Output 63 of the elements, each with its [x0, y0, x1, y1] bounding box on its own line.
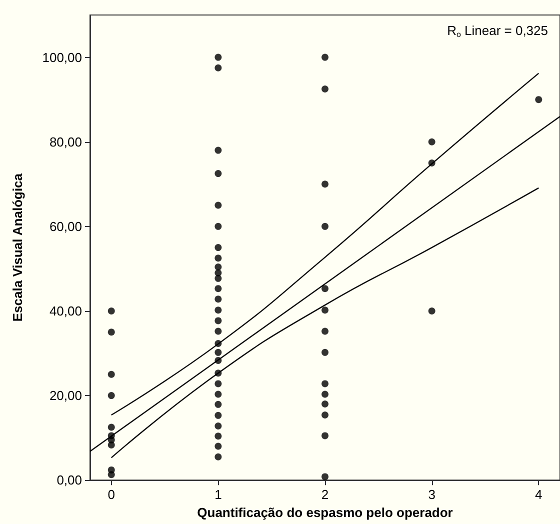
point: [322, 432, 328, 440]
point: [108, 392, 115, 400]
x-tick-label: 0: [108, 487, 115, 502]
line-series: [110, 72, 540, 416]
point: [322, 328, 328, 335]
point: [214, 432, 222, 440]
point: [214, 64, 222, 72]
x-tick-label: 2: [321, 487, 329, 502]
y-tick-label: 0,00: [56, 472, 82, 488]
point: [214, 422, 222, 430]
point: [428, 138, 436, 146]
point: [214, 306, 222, 314]
point: [214, 264, 222, 270]
point: [214, 170, 222, 178]
point: [214, 390, 222, 398]
point: [214, 222, 222, 230]
point: [108, 442, 115, 449]
point: [322, 400, 328, 408]
point: [214, 146, 222, 154]
y-tick-label: 80,00: [49, 134, 82, 150]
point: [214, 380, 222, 388]
point: [214, 254, 222, 262]
point: [322, 222, 328, 230]
point: [108, 307, 115, 314]
point: [214, 285, 222, 292]
x-tick-label: 1: [214, 487, 222, 502]
point: [214, 412, 222, 419]
point: [322, 85, 328, 92]
point: [214, 317, 222, 324]
point: [214, 244, 222, 252]
point: [214, 442, 222, 450]
y-tick-label: 40,00: [49, 303, 82, 318]
point: [322, 306, 328, 314]
y-tick-label: 20,00: [49, 388, 82, 404]
x-tick-label: 3: [428, 487, 436, 502]
point: [214, 328, 222, 335]
point: [214, 296, 222, 303]
point: [108, 370, 115, 378]
x-tick-label: 4: [535, 487, 542, 502]
y-axis-title: Escala Visual Analógica: [10, 172, 25, 322]
point: [214, 274, 222, 282]
point: [108, 328, 115, 336]
point: [108, 424, 115, 431]
y-tick-label: 60,00: [49, 218, 82, 234]
point: [322, 390, 328, 398]
point: [322, 54, 328, 61]
point: [428, 307, 436, 314]
line-series: [110, 187, 540, 458]
point: [322, 473, 328, 480]
point: [214, 400, 222, 408]
point: [322, 380, 328, 388]
point: [322, 348, 328, 356]
y-tick-label: 100,00: [42, 50, 82, 65]
point: [214, 348, 222, 356]
point: [322, 411, 328, 418]
point: [214, 54, 222, 61]
point: [322, 180, 328, 188]
point: [322, 285, 328, 292]
x-axis-title: Quantificação do espasmo pelo operador: [197, 505, 453, 520]
point: [214, 202, 222, 209]
point: [214, 453, 222, 460]
point: [535, 96, 542, 104]
point: [108, 471, 115, 478]
